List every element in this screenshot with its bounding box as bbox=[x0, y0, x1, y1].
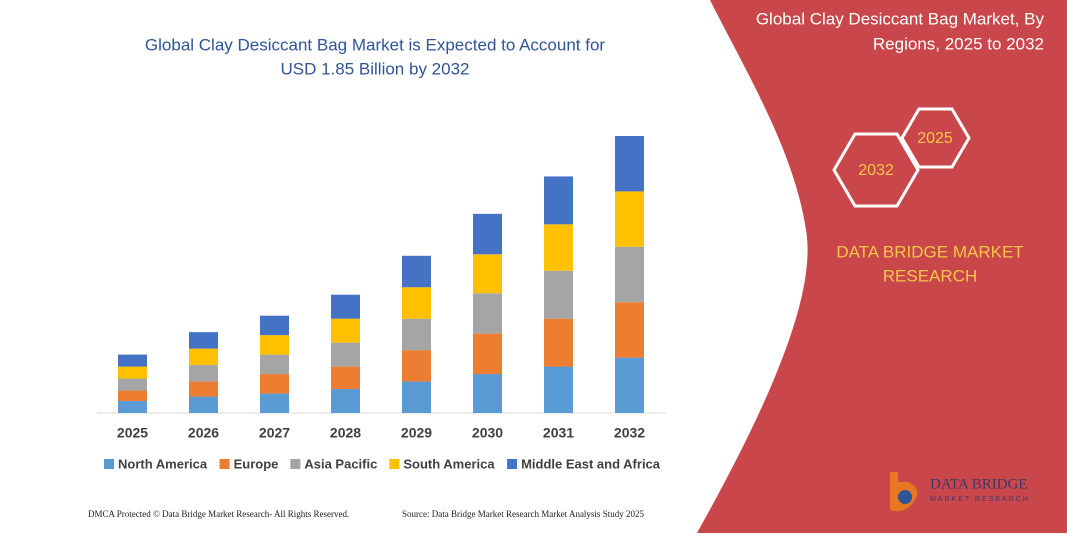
legend-swatch bbox=[389, 459, 400, 469]
bar-segment bbox=[260, 354, 289, 375]
logo-icon bbox=[898, 490, 912, 504]
legend-label: South America bbox=[403, 456, 495, 471]
footer-right: Source: Data Bridge Market Research Mark… bbox=[402, 509, 644, 519]
bar-segment bbox=[544, 366, 573, 413]
bar-segment bbox=[118, 378, 147, 391]
logo-tagline: MARKET RESEARCH bbox=[930, 496, 1030, 503]
bar-segment bbox=[260, 393, 289, 413]
bar-segment bbox=[189, 348, 218, 366]
bar-segment bbox=[331, 318, 360, 343]
bar-segment bbox=[544, 318, 573, 367]
legend-label: Middle East and Africa bbox=[521, 456, 661, 471]
bar-segment bbox=[402, 287, 431, 319]
legend-label: North America bbox=[118, 456, 208, 471]
side-title: Regions, 2025 to 2032 bbox=[873, 34, 1044, 53]
hexagon bbox=[832, 132, 920, 208]
bar-segment bbox=[402, 381, 431, 413]
x-tick-label: 2030 bbox=[472, 425, 503, 441]
chart-title: USD 1.85 Billion by 2032 bbox=[280, 59, 469, 78]
bar-segment bbox=[331, 366, 360, 390]
logo-name: DATA BRIDGE bbox=[930, 476, 1028, 492]
bar-segment bbox=[473, 374, 502, 413]
bar-segment bbox=[331, 342, 360, 367]
bar-segment bbox=[544, 270, 573, 319]
legend-label: Asia Pacific bbox=[304, 456, 377, 471]
bar-segment bbox=[473, 254, 502, 294]
x-tick-label: 2027 bbox=[259, 425, 290, 441]
bar-segment bbox=[118, 354, 147, 367]
bar-segment bbox=[118, 401, 147, 413]
x-tick-label: 2026 bbox=[188, 425, 219, 441]
hex-year: 2032 bbox=[858, 162, 894, 179]
brand-text: DATA BRIDGE MARKET bbox=[836, 242, 1023, 261]
side-panel bbox=[697, 0, 1067, 533]
x-tick-label: 2029 bbox=[401, 425, 432, 441]
bar-segment bbox=[615, 302, 644, 358]
legend-swatch bbox=[219, 459, 230, 469]
bar-segment bbox=[118, 390, 147, 402]
x-tick-label: 2032 bbox=[614, 425, 645, 441]
hex-year: 2025 bbox=[917, 130, 953, 147]
bar-segment bbox=[118, 366, 147, 379]
bar-segment bbox=[260, 374, 289, 394]
bar-segment bbox=[473, 293, 502, 334]
bar-segment bbox=[189, 381, 218, 397]
bar-segment bbox=[615, 191, 644, 247]
legend-label: Europe bbox=[234, 456, 279, 471]
brand-text: RESEARCH bbox=[883, 266, 977, 285]
x-tick-label: 2028 bbox=[330, 425, 361, 441]
x-tick-label: 2031 bbox=[543, 425, 574, 441]
bar-segment bbox=[260, 335, 289, 355]
bar-segment bbox=[402, 255, 431, 288]
bar-segment bbox=[615, 357, 644, 413]
bar-segment bbox=[189, 332, 218, 349]
bar-segment bbox=[260, 315, 289, 336]
bar-segment bbox=[544, 224, 573, 271]
bar-segment bbox=[473, 333, 502, 375]
bar-segment bbox=[331, 389, 360, 413]
bar-segment bbox=[189, 365, 218, 382]
footer-left: DMCA Protected © Data Bridge Market Rese… bbox=[88, 509, 349, 519]
bar-segment bbox=[544, 176, 573, 225]
bar-segment bbox=[331, 294, 360, 319]
bar-segment bbox=[402, 350, 431, 382]
legend-swatch bbox=[507, 459, 518, 469]
side-title: Global Clay Desiccant Bag Market, By bbox=[756, 9, 1045, 28]
chart-title: Global Clay Desiccant Bag Market is Expe… bbox=[145, 35, 606, 54]
bar-segment bbox=[402, 318, 431, 351]
bar-segment bbox=[615, 246, 644, 303]
bar-segment bbox=[189, 396, 218, 413]
x-tick-label: 2025 bbox=[117, 425, 148, 441]
hexagon bbox=[900, 107, 971, 169]
logo: DATA BRIDGE MARKET RESEARCH bbox=[890, 472, 1030, 512]
bar-segment bbox=[615, 136, 644, 192]
legend-swatch bbox=[290, 459, 301, 469]
bar-segment bbox=[473, 213, 502, 255]
legend-swatch bbox=[104, 459, 114, 469]
